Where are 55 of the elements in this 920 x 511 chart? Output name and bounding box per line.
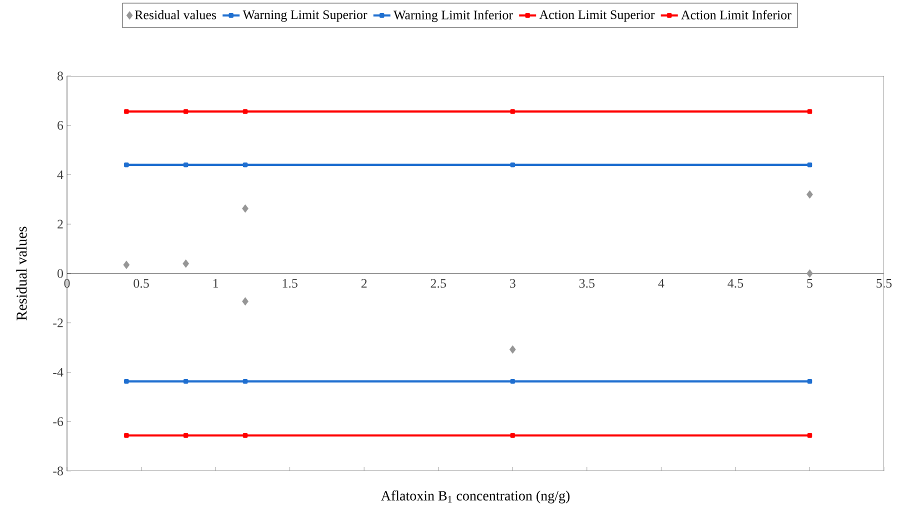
point: [510, 378, 516, 384]
legend-label: Warning Limit Superior: [242, 10, 368, 22]
y-tick-label: 2: [58, 220, 63, 228]
x-axis-title: Aflatoxin B$_{1}$ concentration (ng/g): [381, 490, 570, 504]
x-tick-label: 3: [510, 279, 516, 288]
point: [242, 162, 248, 168]
x-tick-label: 1: [213, 279, 218, 288]
point: [807, 162, 812, 168]
point: [807, 109, 812, 114]
x-tick-label: 5: [807, 279, 812, 288]
x-tick-label: 4.5: [728, 278, 744, 288]
point: [509, 345, 516, 354]
y-tick-label: -4: [53, 368, 64, 377]
point: [510, 109, 516, 114]
point: [182, 259, 190, 268]
legend-label: Action Limit Superior: [539, 10, 655, 22]
y-tick-label: -6: [53, 417, 64, 426]
x-tick-label: 2: [361, 279, 367, 288]
x-tick-label: 2.5: [430, 279, 446, 288]
point: [124, 378, 129, 384]
point: [242, 378, 248, 384]
point: [242, 433, 248, 438]
point: [242, 297, 248, 306]
point: [510, 162, 516, 168]
y-tick-label: 0: [57, 269, 63, 278]
point: [124, 433, 129, 438]
point: [183, 109, 188, 114]
point: [807, 378, 812, 384]
y-tick-label: -2: [53, 318, 63, 328]
x-tick-label: 0.5: [134, 279, 149, 288]
y-tick-label: 4: [57, 170, 64, 180]
point: [124, 162, 129, 168]
point: [124, 109, 129, 114]
x-tick-label: 4: [658, 278, 664, 288]
point: [242, 204, 248, 213]
x-tick-label: 1.5: [282, 279, 298, 288]
y-tick-label: -8: [53, 466, 63, 476]
x-tick-label: 5.5: [876, 279, 892, 288]
x-tick-label: 0: [64, 279, 70, 288]
y-axis-title: Residual values: [16, 226, 27, 320]
point: [183, 378, 188, 384]
legend-label: Residual values: [134, 10, 216, 20]
point: [510, 433, 516, 438]
y-tick-label: 6: [58, 120, 64, 130]
y-tick-label: 8: [57, 72, 63, 80]
point: [806, 269, 813, 278]
legend-label: Action Limit Inferior: [681, 10, 792, 20]
point: [806, 190, 813, 199]
point: [183, 433, 188, 438]
legend-label: Warning Limit Inferior: [394, 10, 513, 22]
x-tick-label: 3.5: [579, 279, 595, 288]
point: [807, 433, 812, 438]
point: [242, 109, 248, 114]
point: [183, 162, 188, 168]
point: [123, 260, 130, 270]
